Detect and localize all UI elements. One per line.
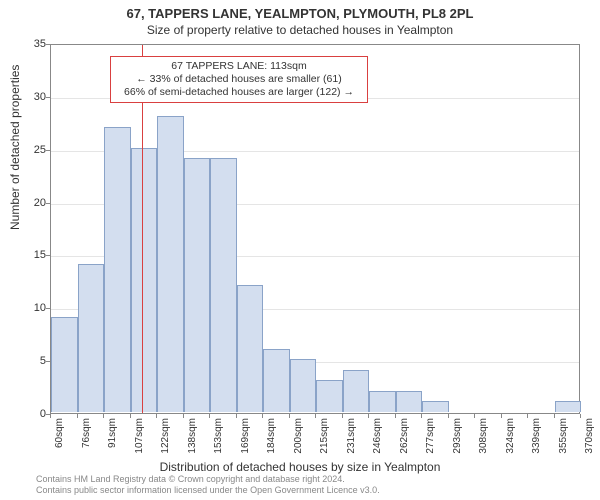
x-tick-label: 107sqm <box>134 418 145 454</box>
x-tick-mark <box>580 414 581 418</box>
y-tick-label: 5 <box>22 355 46 367</box>
y-tick-mark <box>46 203 50 204</box>
x-tick-label: 370sqm <box>584 418 595 454</box>
x-tick-mark <box>50 414 51 418</box>
histogram-bar <box>184 158 211 412</box>
footer-line1: Contains HM Land Registry data © Crown c… <box>36 474 380 485</box>
x-tick-label: 215sqm <box>319 418 330 454</box>
histogram-bar <box>343 370 370 412</box>
y-tick-mark <box>46 255 50 256</box>
histogram-bar <box>369 391 396 412</box>
x-tick-label: 246sqm <box>372 418 383 454</box>
histogram-chart: 67 TAPPERS LANE: 113sqm ← 33% of detache… <box>50 44 580 414</box>
x-tick-mark <box>448 414 449 418</box>
histogram-bar <box>555 401 582 412</box>
annotation-line1: 67 TAPPERS LANE: 113sqm <box>117 60 361 73</box>
x-tick-label: 355sqm <box>558 418 569 454</box>
x-tick-label: 293sqm <box>452 418 463 454</box>
x-tick-label: 169sqm <box>240 418 251 454</box>
x-tick-mark <box>342 414 343 418</box>
y-tick-label: 10 <box>22 302 46 314</box>
x-tick-mark <box>527 414 528 418</box>
histogram-bar <box>263 349 290 412</box>
y-tick-mark <box>46 44 50 45</box>
x-tick-mark <box>103 414 104 418</box>
x-tick-mark <box>501 414 502 418</box>
histogram-bar <box>157 116 184 412</box>
x-axis-label: Distribution of detached houses by size … <box>0 460 600 474</box>
x-tick-label: 60sqm <box>54 418 65 448</box>
histogram-bar <box>237 285 264 412</box>
histogram-bar <box>51 317 78 412</box>
y-tick-mark <box>46 150 50 151</box>
y-tick-label: 35 <box>22 38 46 50</box>
x-tick-mark <box>289 414 290 418</box>
x-tick-label: 200sqm <box>293 418 304 454</box>
x-tick-label: 308sqm <box>478 418 489 454</box>
histogram-bar <box>131 148 158 412</box>
x-tick-label: 324sqm <box>505 418 516 454</box>
y-tick-label: 0 <box>22 408 46 420</box>
histogram-bar <box>210 158 237 412</box>
x-tick-mark <box>209 414 210 418</box>
annotation-box: 67 TAPPERS LANE: 113sqm ← 33% of detache… <box>110 56 368 103</box>
x-tick-label: 138sqm <box>187 418 198 454</box>
annotation-line3: 66% of semi-detached houses are larger (… <box>117 86 361 99</box>
y-tick-label: 30 <box>22 91 46 103</box>
histogram-bar <box>290 359 317 412</box>
x-tick-label: 153sqm <box>213 418 224 454</box>
histogram-bar <box>104 127 131 412</box>
x-tick-mark <box>554 414 555 418</box>
y-tick-mark <box>46 308 50 309</box>
histogram-bar <box>78 264 105 412</box>
y-tick-mark <box>46 361 50 362</box>
y-tick-label: 20 <box>22 197 46 209</box>
x-tick-mark <box>395 414 396 418</box>
y-tick-label: 15 <box>22 249 46 261</box>
x-tick-mark <box>156 414 157 418</box>
x-tick-mark <box>315 414 316 418</box>
histogram-bar <box>422 401 449 412</box>
x-tick-mark <box>474 414 475 418</box>
y-axis-label: Number of detached properties <box>8 65 22 230</box>
x-tick-mark <box>236 414 237 418</box>
x-tick-mark <box>262 414 263 418</box>
y-tick-mark <box>46 97 50 98</box>
x-tick-mark <box>183 414 184 418</box>
annotation-line2: ← 33% of detached houses are smaller (61… <box>117 73 361 86</box>
histogram-bar <box>396 391 423 412</box>
x-tick-mark <box>421 414 422 418</box>
histogram-bar <box>316 380 343 412</box>
x-tick-label: 184sqm <box>266 418 277 454</box>
x-tick-label: 262sqm <box>399 418 410 454</box>
page-title: 67, TAPPERS LANE, YEALMPTON, PLYMOUTH, P… <box>0 0 600 21</box>
x-tick-label: 76sqm <box>81 418 92 448</box>
footer-line2: Contains public sector information licen… <box>36 485 380 496</box>
x-tick-label: 231sqm <box>346 418 357 454</box>
x-tick-mark <box>368 414 369 418</box>
y-tick-label: 25 <box>22 144 46 156</box>
page-subtitle: Size of property relative to detached ho… <box>0 21 600 37</box>
x-tick-mark <box>130 414 131 418</box>
x-tick-mark <box>77 414 78 418</box>
x-tick-label: 91sqm <box>107 418 118 448</box>
attribution-footer: Contains HM Land Registry data © Crown c… <box>36 474 380 496</box>
x-tick-label: 277sqm <box>425 418 436 454</box>
x-tick-label: 122sqm <box>160 418 171 454</box>
x-tick-label: 339sqm <box>531 418 542 454</box>
